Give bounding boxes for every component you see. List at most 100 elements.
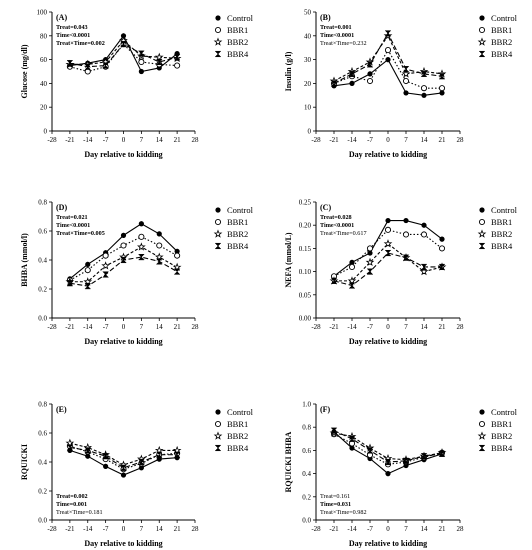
y-tick-label: 0.4 [38, 257, 47, 265]
legend-label: BBR4 [491, 443, 513, 453]
x-tick-label: 7 [404, 136, 408, 144]
data-point [348, 263, 356, 271]
series-control [331, 57, 445, 98]
legend-label: Control [491, 407, 518, 417]
legend: Control BBR1 BBR2 BBR4 [477, 13, 518, 59]
x-axis-title: Day relative to kidding [349, 337, 427, 346]
panel-e: 0.0 0.2 0.4 0.6 0.8 -28 -21 -14 -7 0 7 14 21 28 Day re… [20, 401, 254, 549]
x-tick-label: 14 [156, 136, 164, 144]
data-point [403, 90, 409, 96]
x-tick-label: -14 [347, 323, 357, 331]
y-tick-label: 40 [304, 32, 312, 40]
y-tick-label: 0.0 [38, 315, 47, 323]
y-tick-label: 0.8 [302, 424, 311, 432]
data-point [156, 242, 163, 249]
data-point [66, 60, 74, 67]
stat-label: Treat=0.002 [56, 493, 88, 500]
data-point [137, 458, 145, 466]
data-point [330, 80, 338, 87]
legend-marker [214, 50, 222, 58]
x-tick-label: -28 [47, 323, 57, 331]
data-point [384, 249, 392, 257]
legend-label: BBR1 [227, 25, 248, 35]
legend-label: BBR2 [227, 229, 248, 239]
data-point [348, 435, 356, 442]
stat-label: Treat×Time=0.617 [320, 230, 367, 237]
legend-marker [478, 218, 486, 226]
legend-marker [478, 26, 486, 34]
data-point [385, 57, 391, 63]
legend-label: BBR1 [227, 217, 248, 227]
y-tick-label: 80 [40, 32, 48, 40]
x-tick-label: -28 [47, 525, 57, 533]
x-tick-label: 0 [386, 525, 390, 533]
series-control [331, 217, 445, 279]
data-point [102, 271, 110, 278]
x-tick-label: -28 [311, 323, 321, 331]
legend-label: BBR4 [227, 49, 249, 59]
data-point [120, 464, 127, 471]
x-tick-label: -28 [311, 136, 321, 144]
panel-label: (D) [56, 203, 67, 212]
y-tick-label: 0.8 [38, 199, 47, 207]
series-bbr1 [330, 226, 446, 280]
x-tick-label: 14 [421, 323, 429, 331]
panel-label: (C) [320, 203, 331, 212]
y-tick-label: 30 [304, 56, 312, 64]
legend-marker [478, 444, 486, 452]
legend-label: BBR1 [227, 419, 248, 429]
legend: Control BBR1 BBR2 BBR4 [477, 407, 518, 453]
legend-marker [477, 431, 487, 440]
legend-marker [213, 37, 223, 46]
data-point [401, 69, 411, 78]
data-point [402, 457, 410, 464]
data-point [174, 252, 181, 259]
legend-marker [214, 218, 222, 226]
x-tick-label: 28 [457, 323, 465, 331]
x-tick-label: 14 [156, 525, 164, 533]
data-point [419, 267, 429, 276]
stat-label: Time<0.0001 [56, 32, 90, 39]
data-point [421, 222, 427, 228]
series-bbr1 [66, 233, 181, 284]
panel-b: 0 10 20 30 40 50 -28 -21 -14 -7 0 7 14 21 28 Day relati… [284, 9, 518, 160]
legend-marker [213, 431, 223, 440]
x-tick-label: 7 [140, 136, 144, 144]
stat-label: Treat×Time=0.982 [320, 509, 367, 516]
x-tick-label: 0 [386, 323, 390, 331]
x-tick-label: 28 [192, 323, 200, 331]
x-axis-title: Day relative to kidding [349, 150, 427, 159]
series-bbr4 [330, 249, 446, 289]
legend-label: BBR2 [491, 431, 512, 441]
x-tick-label: 14 [156, 323, 164, 331]
legend-label: BBR2 [227, 37, 248, 47]
x-tick-label: -14 [347, 136, 357, 144]
x-axis-title: Day relative to kidding [349, 539, 427, 548]
y-tick-label: 0.0 [38, 517, 47, 525]
legend-label: Control [491, 205, 518, 215]
y-tick-label: 1.0 [302, 401, 311, 409]
series-bbr2 [329, 239, 447, 285]
x-tick-label: -28 [47, 136, 57, 144]
legend-label: BBR4 [227, 443, 249, 453]
x-tick-label: 21 [174, 136, 182, 144]
x-axis-title: Day relative to kidding [84, 150, 162, 159]
y-tick-label: 0.2 [38, 488, 47, 496]
x-tick-label: 21 [439, 136, 447, 144]
series-bbr4 [66, 444, 181, 471]
data-point [174, 248, 180, 254]
legend-marker [215, 409, 221, 415]
x-tick-label: -7 [103, 525, 109, 533]
x-axis-title: Day relative to kidding [84, 337, 162, 346]
legend-marker [478, 50, 486, 58]
legend-marker [479, 15, 485, 21]
y-axis-title: Glucose (mg/dl) [20, 44, 29, 98]
stat-label: Treat=0.028 [320, 214, 352, 221]
data-point [138, 221, 144, 227]
data-point [438, 245, 446, 252]
legend-marker [477, 37, 487, 46]
data-point [138, 68, 144, 75]
data-point [438, 263, 446, 271]
y-tick-label: 0.6 [38, 228, 47, 236]
y-tick-label: 0 [308, 128, 312, 136]
